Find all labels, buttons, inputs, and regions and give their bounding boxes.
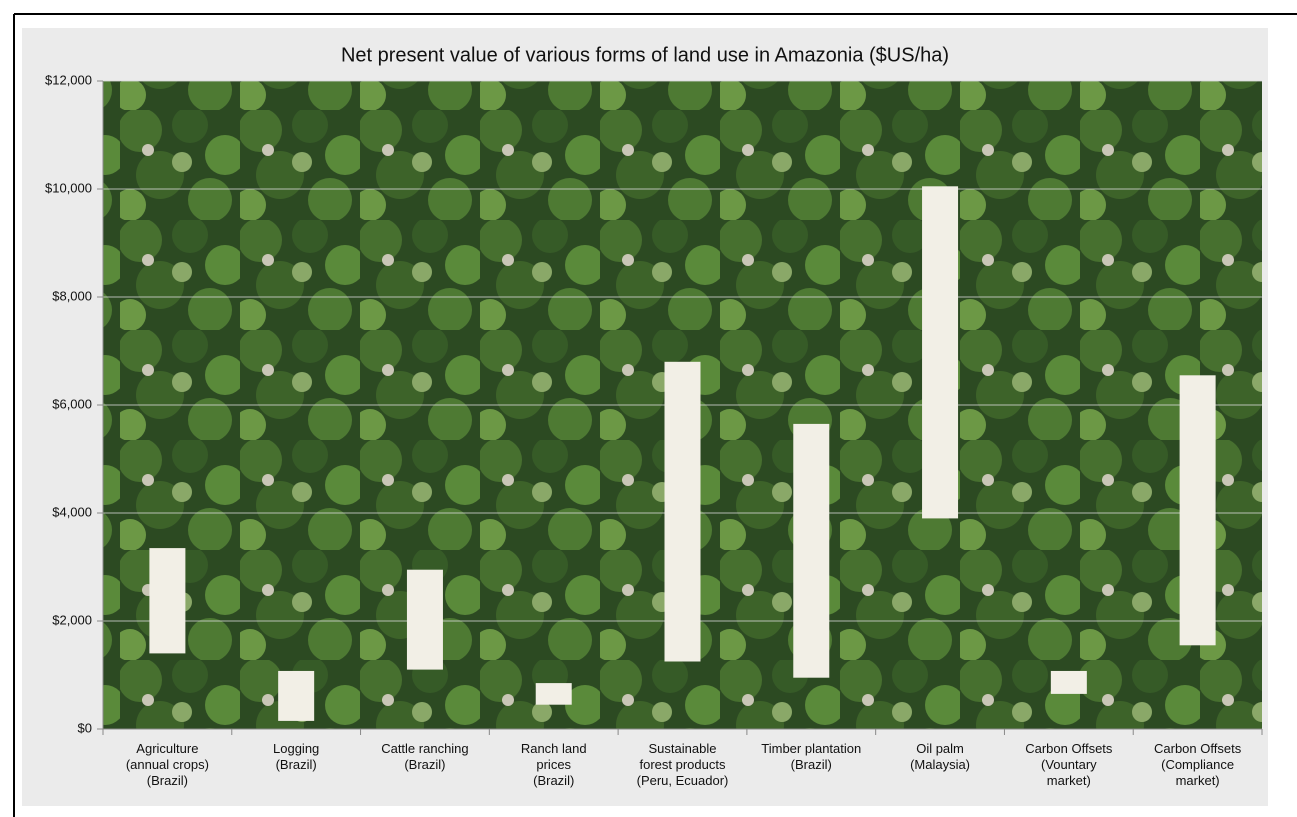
y-tick-label: $4,000 bbox=[52, 504, 92, 519]
x-tick-label: Cattle ranching (Brazil) bbox=[381, 741, 469, 772]
x-tick-label: Agriculture (annual crops) (Brazil) bbox=[125, 741, 209, 788]
range-bar bbox=[149, 548, 186, 654]
x-tick-label: Oil palm (Malaysia) bbox=[910, 741, 971, 772]
range-bar bbox=[535, 683, 572, 705]
range-bar bbox=[922, 186, 959, 519]
range-bar bbox=[406, 569, 443, 670]
range-bar bbox=[793, 423, 830, 678]
range-bar bbox=[1050, 670, 1087, 694]
y-tick-label: $10,000 bbox=[45, 180, 92, 195]
y-tick-label: $12,000 bbox=[45, 72, 92, 87]
x-tick-label: Timber plantation (Brazil) bbox=[761, 741, 862, 772]
range-bar bbox=[664, 361, 701, 662]
chart-title: Net present value of various forms of la… bbox=[341, 44, 949, 66]
x-tick-label: Ranch land prices (Brazil) bbox=[520, 741, 587, 788]
x-tick-label: Carbon Offsets (Compliance market) bbox=[1154, 741, 1242, 788]
y-tick-label: $6,000 bbox=[52, 396, 92, 411]
range-bar bbox=[1179, 375, 1216, 646]
x-tick-label: Sustainable forest products (Peru, Ecuad… bbox=[636, 741, 729, 788]
range-bar bbox=[278, 670, 315, 721]
y-tick-label: $0 bbox=[78, 720, 92, 735]
x-tick-label: Logging (Brazil) bbox=[273, 741, 320, 772]
y-tick-label: $8,000 bbox=[52, 288, 92, 303]
y-tick-label: $2,000 bbox=[52, 612, 92, 627]
x-tick-label: Carbon Offsets (Vountary market) bbox=[1025, 741, 1113, 788]
